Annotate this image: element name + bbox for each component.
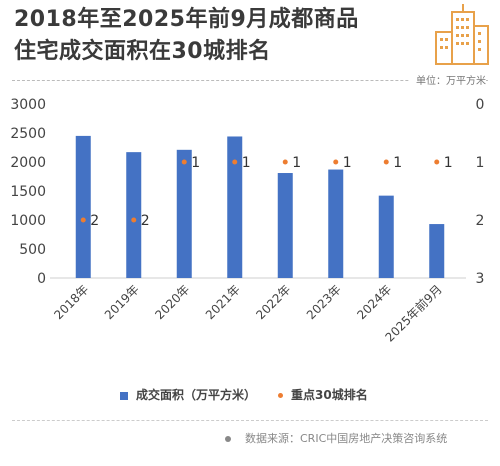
- source-text: 数据来源：CRIC中国房地产决策咨询系统: [245, 432, 448, 445]
- legend-item-rank: 重点30城排名: [278, 386, 368, 403]
- x-tick-label: 2021年: [203, 282, 243, 322]
- rank-point: [232, 159, 238, 165]
- legend-dot-swatch: [278, 393, 283, 398]
- bar: [429, 224, 445, 278]
- title-line-2: 住宅成交面积在30城排名: [14, 39, 271, 64]
- rank-data-label: 1: [191, 155, 200, 171]
- buildings-logo-icon: [435, 4, 489, 65]
- legend-rank-label: 重点30城排名: [291, 388, 368, 402]
- x-tick-label: 2022年: [253, 282, 293, 322]
- y-right-tick-label: 1: [476, 155, 485, 171]
- y-left-tick-label: 2500: [10, 126, 46, 142]
- rank-point: [282, 159, 288, 165]
- y-left-tick-label: 1000: [10, 213, 46, 229]
- title-line-1: 2018年至2025年前9月成都商品: [14, 7, 359, 32]
- y-right-tick-label: 3: [476, 271, 485, 287]
- y-right-tick-label: 0: [476, 97, 485, 113]
- rank-point: [434, 159, 440, 165]
- bar: [227, 136, 243, 278]
- rank-data-label: 1: [444, 155, 453, 171]
- bar: [378, 195, 394, 278]
- y-left-tick-label: 0: [37, 271, 46, 287]
- y-left-tick-label: 2000: [10, 155, 46, 171]
- legend-bar-swatch: [120, 391, 128, 400]
- rank-data-label: 1: [292, 155, 301, 171]
- bar-chart: 0 500 1000 1500 2000 2500 3000 0 1 2 3 2 2018年 2 2019年…: [10, 97, 485, 345]
- bar: [126, 152, 142, 278]
- legend-area-label: 成交面积（万平方米）: [136, 388, 257, 402]
- x-tick-label: 2024年: [354, 282, 394, 322]
- bar: [75, 135, 91, 278]
- bar: [328, 169, 344, 278]
- bar: [176, 149, 192, 278]
- unit-label: 单位：万平方米: [410, 72, 486, 87]
- x-tick-label: 2023年: [304, 282, 344, 322]
- y-right-tick-label: 2: [476, 213, 485, 229]
- rank-data-label: 2: [90, 213, 99, 229]
- y-left-tick-label: 1500: [10, 184, 46, 200]
- chart-title: 2018年至2025年前9月成都商品 住宅成交面积在30城排名: [14, 4, 414, 68]
- legend: 成交面积（万平方米） 重点30城排名: [0, 382, 500, 406]
- unit-divider: [12, 80, 488, 81]
- rank-data-label: 1: [343, 155, 352, 171]
- bar: [277, 173, 293, 278]
- rank-point: [383, 159, 389, 165]
- rank-point: [181, 159, 187, 165]
- x-tick-label: 2019年: [102, 282, 142, 322]
- source-divider: [12, 420, 488, 421]
- unit-row: 单位：万平方米: [0, 70, 500, 92]
- rank-data-label: 2: [141, 213, 150, 229]
- y-left-tick-label: 500: [19, 242, 46, 258]
- rank-point: [131, 217, 137, 223]
- source-bullet-icon: [225, 436, 231, 442]
- rank-data-label: 1: [393, 155, 402, 171]
- legend-item-area: 成交面积（万平方米）: [120, 386, 256, 403]
- x-tick-label: 2018年: [51, 282, 91, 322]
- rank-data-label: 1: [242, 155, 251, 171]
- x-tick-label: 2020年: [152, 282, 192, 322]
- rank-point: [80, 217, 86, 223]
- data-source: 数据来源：CRIC中国房地产决策咨询系统: [225, 430, 447, 446]
- y-left-tick-label: 3000: [10, 97, 46, 113]
- rank-point: [333, 159, 339, 165]
